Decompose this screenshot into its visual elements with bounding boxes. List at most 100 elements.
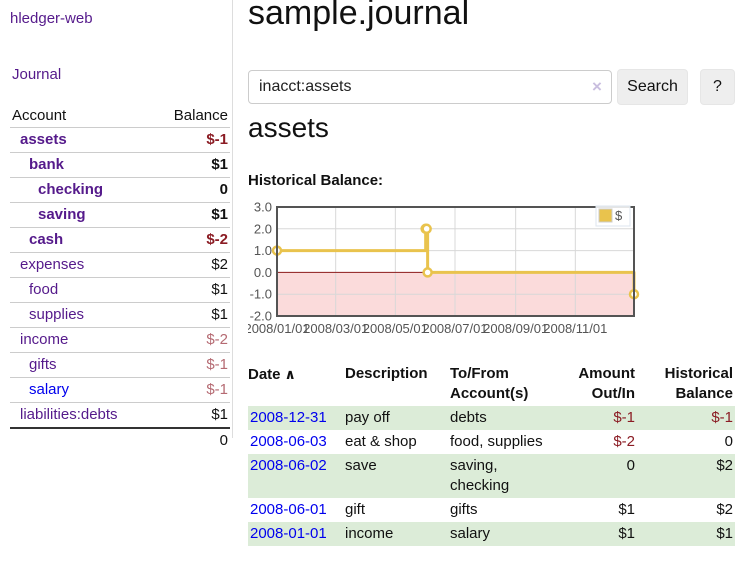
account-link-cash[interactable]: cash [29,231,64,248]
transaction-date-link[interactable]: 2008-06-03 [250,433,327,450]
accounts-balance-table: Account Balance assets $-1 bank $1 checking 0… [10,104,230,453]
account-balance: $1 [153,152,230,178]
account-link-expenses[interactable]: expenses [20,256,85,273]
transaction-balance: $-1 [711,409,733,426]
account-link-bank[interactable]: bank [29,156,65,173]
account-row: cash $-2 [10,227,230,253]
account-heading: assets [248,112,329,143]
transaction-description: pay off [345,409,390,426]
register-row: 2008-06-01 gift gifts $1 $2 [248,498,735,522]
account-balance: $1 [153,202,230,228]
account-link-salary[interactable]: salary [29,381,70,398]
svg-text:2008/05/01: 2008/05/01 [363,321,428,336]
search-input[interactable] [248,70,612,104]
transaction-amount: $1 [618,501,635,518]
account-row: expenses $2 [10,252,230,278]
account-row: supplies $1 [10,302,230,328]
app-title-link[interactable]: hledger-web [10,10,93,27]
account-link-supplies[interactable]: supplies [29,306,85,323]
sidebar-divider [232,0,233,438]
account-row: bank $1 [10,152,230,178]
search-button[interactable]: Search [617,69,688,105]
transaction-amount: 0 [626,457,635,474]
svg-text:0.0: 0.0 [254,265,272,280]
svg-text:2008/11/01: 2008/11/01 [543,321,607,336]
account-row: salary $-1 [10,377,230,403]
svg-text:-2.0: -2.0 [250,309,272,324]
register-header-3: Amount Out/In [578,365,635,402]
svg-text:1.0: 1.0 [254,243,272,258]
historical-balance-chart: $3.0 2.0 1.0 0.0 -1.0 -2.0 2008/01/01 2008/03/0… [244,198,642,346]
transaction-description: gift [345,501,366,518]
sort-ascending-icon[interactable]: ∧ [284,366,296,382]
account-row: liabilities:debts $1 [10,402,230,428]
account-link-gifts[interactable]: gifts [29,356,57,373]
register-row: 2008-06-02 save saving, checking 0 $2 [248,454,735,498]
account-balance: $-1 [153,352,230,378]
main-content: sample.journal × Search ? assets Histori… [244,0,735,582]
account-row: assets $-1 [10,127,230,153]
account-link-food[interactable]: food [29,281,59,298]
account-balance: $-1 [153,377,230,403]
account-row: gifts $-1 [10,352,230,378]
register-row: 2008-01-01 income salary $1 $1 [248,522,735,546]
account-link-liabilities-debts[interactable]: liabilities:debts [20,406,118,423]
account-balance: $2 [153,252,230,278]
sidebar-item-journal[interactable]: Journal [12,66,62,83]
transaction-accounts: debts [450,409,487,426]
account-balance: $1 [153,402,230,428]
transaction-balance: $1 [716,525,733,542]
transaction-balance: $2 [716,457,733,474]
accounts-total-row: 0 [10,427,230,453]
accounts-header-balance: Balance [153,104,230,128]
register-header-2: To/From Account(s) [450,365,529,402]
svg-text:2008/01/01: 2008/01/01 [248,321,310,336]
chart-title: Historical Balance: [248,172,384,189]
register-row: 2008-12-31 pay off debts $-1 $-1 [248,406,735,430]
accounts-total-spacer [10,427,154,453]
register-table: Date ∧ Description To/From Account(s) Amount… [248,362,735,546]
transaction-accounts: gifts [450,501,478,518]
account-balance: 0 [153,177,230,203]
transaction-date-link[interactable]: 2008-06-02 [250,457,327,474]
sidebar: hledger-web Journal Account Balance asse… [8,0,232,453]
transaction-accounts: saving, checking [450,457,510,494]
account-balance: $1 [153,302,230,328]
transaction-date-link[interactable]: 2008-01-01 [250,525,327,542]
account-balance: $-2 [153,227,230,253]
account-link-checking[interactable]: checking [38,181,104,198]
svg-text:2008/09/01: 2008/09/01 [483,321,548,336]
register-header-1: Description [345,365,428,382]
account-link-saving[interactable]: saving [38,206,86,223]
svg-text:-1.0: -1.0 [250,287,272,302]
svg-text:2008/07/01: 2008/07/01 [422,321,487,336]
transaction-accounts: salary [450,525,491,542]
accounts-total-value: 0 [153,427,230,453]
account-link-income[interactable]: income [20,331,69,348]
transaction-amount: $-2 [613,433,635,450]
transaction-balance: 0 [724,433,733,450]
transaction-description: income [345,525,394,542]
transaction-description: eat & shop [345,433,417,450]
account-row: food $1 [10,277,230,303]
transaction-date-link[interactable]: 2008-06-01 [250,501,327,518]
transaction-amount: $-1 [613,409,635,426]
svg-text:2.0: 2.0 [254,221,272,236]
transaction-description: save [345,457,377,474]
register-header-4: Historical Balance [664,365,733,402]
account-balance: $-1 [153,127,230,153]
register-row: 2008-06-03 eat & shop food, supplies $-2 0 [248,430,735,454]
account-link-assets[interactable]: assets [20,131,67,148]
svg-text:2008/03/01: 2008/03/01 [303,321,368,336]
accounts-header-account: Account [10,104,154,128]
account-row: checking 0 [10,177,230,203]
clear-search-icon[interactable]: × [592,77,602,96]
search-form: × Search ? [248,69,735,105]
transaction-balance: $2 [716,501,733,518]
transaction-amount: $1 [618,525,635,542]
register-header-0[interactable]: Date ∧ [248,366,296,383]
help-button[interactable]: ? [700,69,735,105]
transaction-date-link[interactable]: 2008-12-31 [250,409,327,426]
account-row: income $-2 [10,327,230,353]
